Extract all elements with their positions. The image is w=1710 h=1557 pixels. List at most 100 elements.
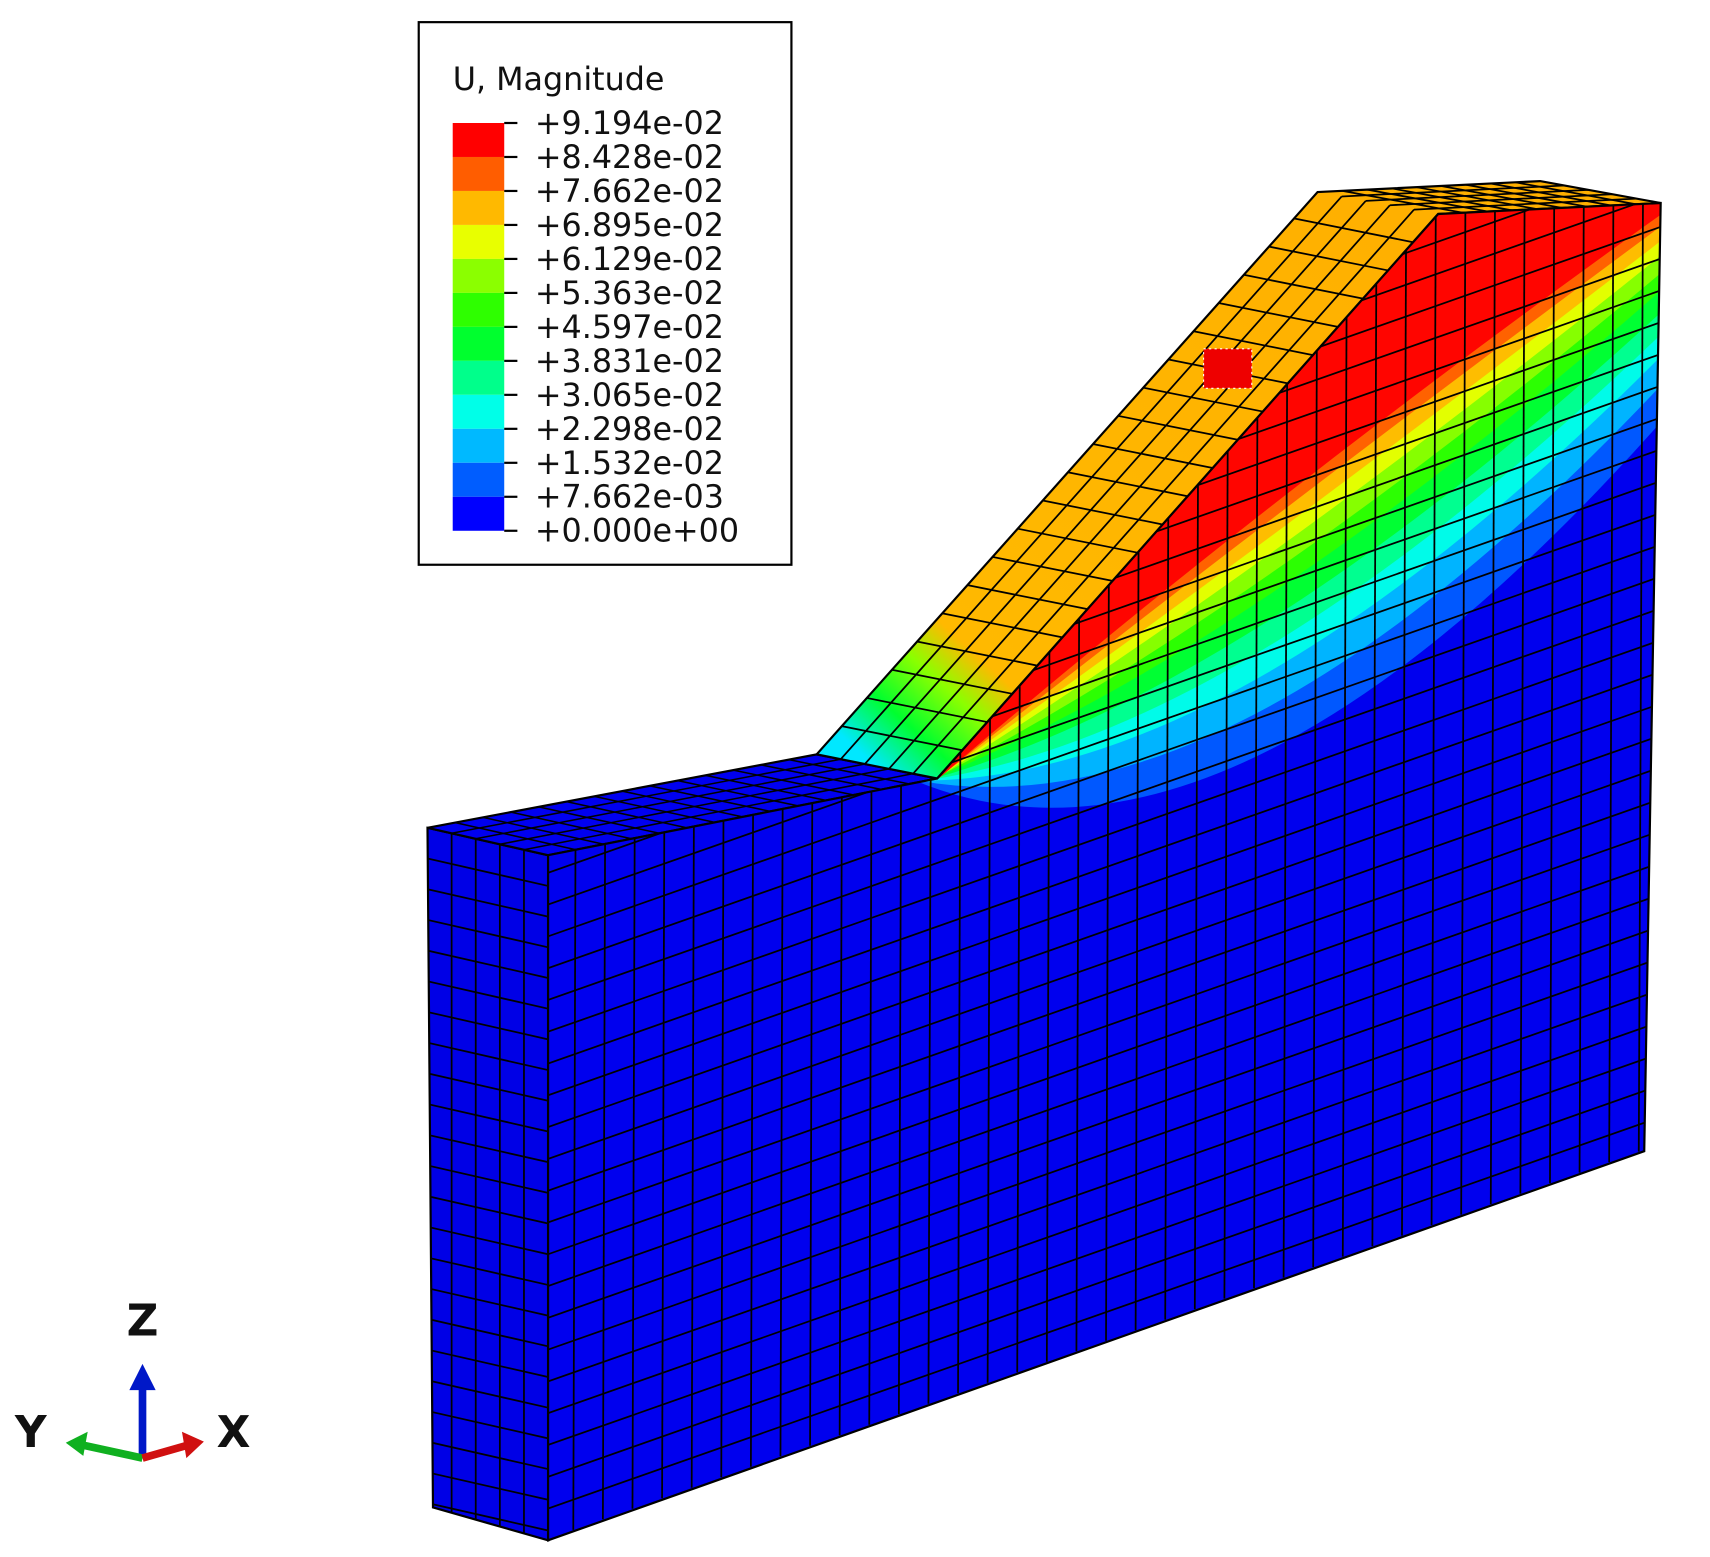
mesh-line: [1342, 189, 1464, 214]
mesh-line: [548, 1114, 1661, 1510]
legend-label: +4.597e-02: [535, 310, 724, 346]
mesh-line: [966, 584, 1088, 611]
mesh-line: [1608, 203, 1615, 1163]
mesh-line: [1041, 499, 1163, 526]
mesh-line: [1441, 185, 1562, 209]
mesh-line: [427, 1256, 549, 1286]
legend-label: +6.129e-02: [535, 242, 724, 278]
mesh-line: [427, 1471, 549, 1501]
mesh-line: [548, 859, 1661, 1256]
mesh-line: [427, 1318, 549, 1348]
mesh-line: [548, 764, 1661, 1160]
mesh-line: [1549, 203, 1556, 1184]
mesh-line: [482, 816, 604, 846]
legend-label: +9.194e-02: [535, 106, 724, 142]
mesh-line: [1401, 203, 1408, 1236]
mesh-line: [1460, 203, 1467, 1215]
mesh-line: [1489, 203, 1497, 1205]
mesh-line: [760, 764, 882, 791]
mesh-line: [548, 605, 1661, 1001]
mesh-line: [548, 1050, 1661, 1446]
mesh-line: [866, 697, 988, 723]
mesh-line: [427, 857, 549, 887]
axis-triad: Z Y X: [14, 1295, 251, 1462]
legend-swatch: [452, 360, 505, 395]
legend-swatch: [452, 224, 505, 259]
mesh-line: [427, 1348, 549, 1378]
mesh-line: [1490, 182, 1612, 207]
mesh-line: [548, 955, 1661, 1351]
mesh-line: [841, 725, 963, 752]
legend-label: +6.895e-02: [535, 208, 724, 244]
mesh-line: [916, 640, 1038, 667]
legend-label: +1.532e-02: [535, 446, 724, 482]
x-axis-label: X: [217, 1407, 251, 1458]
mesh-line: [427, 1072, 549, 1102]
mesh-line: [548, 700, 1661, 1097]
mesh-line: [548, 1018, 1661, 1415]
legend-swatch: [452, 156, 505, 191]
legend-swatch: [452, 326, 505, 361]
legend-swatch: [452, 292, 505, 327]
mesh-line: [621, 790, 743, 818]
mesh-line: [705, 774, 827, 802]
legend-swatch: [452, 428, 505, 463]
mesh-line: [594, 795, 716, 824]
legend-label: +3.831e-02: [535, 344, 724, 380]
mesh-line: [548, 510, 1661, 906]
mesh-line: [427, 980, 549, 1010]
mesh-line: [1371, 203, 1378, 1247]
mesh-line: [548, 637, 1661, 1033]
mesh-line: [1016, 527, 1138, 554]
mesh-line: [427, 1195, 549, 1225]
mesh-line: [566, 800, 688, 829]
mesh-line: [1192, 330, 1314, 356]
mesh-line: [1142, 386, 1263, 413]
legend-swatch: [452, 462, 505, 497]
mesh-line: [427, 1532, 549, 1541]
y-axis-label: Y: [14, 1407, 48, 1458]
mesh-line: [1389, 193, 1613, 207]
mesh-line: [1519, 203, 1526, 1194]
mesh-line: [1292, 217, 1414, 244]
mesh-line: [548, 796, 1661, 1192]
mesh-line: [1391, 187, 1513, 212]
legend-title: U, Magnitude: [453, 62, 665, 98]
mesh-line: [1341, 184, 1565, 198]
mesh-line: [1217, 301, 1339, 328]
legend-label: +8.428e-02: [535, 140, 724, 176]
mesh-line: [1091, 443, 1213, 469]
mesh-line: [1341, 203, 1349, 1257]
mesh-line: [548, 541, 1661, 938]
mesh-line: [548, 669, 1661, 1065]
mesh-line: [1465, 183, 1587, 208]
mesh-line: [427, 1502, 549, 1532]
end-mesh: [427, 827, 549, 1541]
mesh-line: [1365, 188, 1589, 202]
mesh-line: [733, 769, 854, 796]
mesh-line: [548, 0, 1666, 14]
mesh-line: [455, 821, 577, 851]
mesh-line: [677, 779, 799, 807]
z-axis-label: Z: [127, 1295, 159, 1346]
legend-label: +7.662e-03: [535, 480, 724, 516]
mesh-line: [427, 1440, 549, 1470]
mesh-line: [1267, 245, 1389, 272]
legend: U, Magnitude +9.194e-02+8.428e-02 +7.662e…: [417, 21, 793, 566]
contour-band: [936, 203, 1661, 781]
mesh-line: [427, 949, 549, 979]
mesh-line: [427, 888, 549, 918]
mesh-line: [427, 1133, 549, 1164]
mesh-line: [1416, 186, 1538, 210]
mesh-line: [1242, 273, 1364, 300]
mesh-line: [1515, 181, 1637, 206]
legend-swatch: [452, 394, 505, 429]
legend-swatch: [452, 123, 505, 157]
legend-swatch: [452, 496, 505, 531]
mesh-line: [1066, 471, 1188, 498]
mesh-line: [548, 891, 1661, 1287]
mesh-line: [427, 919, 549, 949]
legend-label: +2.298e-02: [535, 412, 724, 448]
